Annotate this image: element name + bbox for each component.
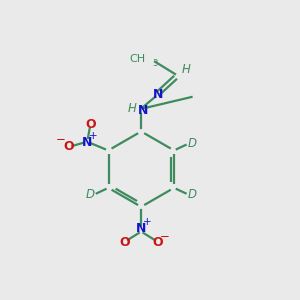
Text: N: N — [138, 104, 149, 117]
Text: +: + — [89, 130, 98, 141]
Text: H: H — [128, 102, 137, 115]
Text: O: O — [85, 118, 96, 131]
Text: 3: 3 — [152, 58, 158, 68]
Text: N: N — [153, 88, 163, 100]
Text: −: − — [56, 134, 66, 146]
Text: CH: CH — [129, 54, 145, 64]
Text: O: O — [63, 140, 74, 153]
Text: O: O — [120, 236, 130, 249]
Text: H: H — [182, 63, 190, 76]
Text: N: N — [136, 222, 146, 236]
Text: D: D — [188, 188, 196, 201]
Text: −: − — [160, 230, 170, 243]
Text: +: + — [143, 218, 152, 227]
Text: O: O — [152, 236, 163, 249]
Text: D: D — [86, 188, 95, 201]
Text: D: D — [188, 137, 196, 150]
Text: N: N — [82, 136, 92, 148]
